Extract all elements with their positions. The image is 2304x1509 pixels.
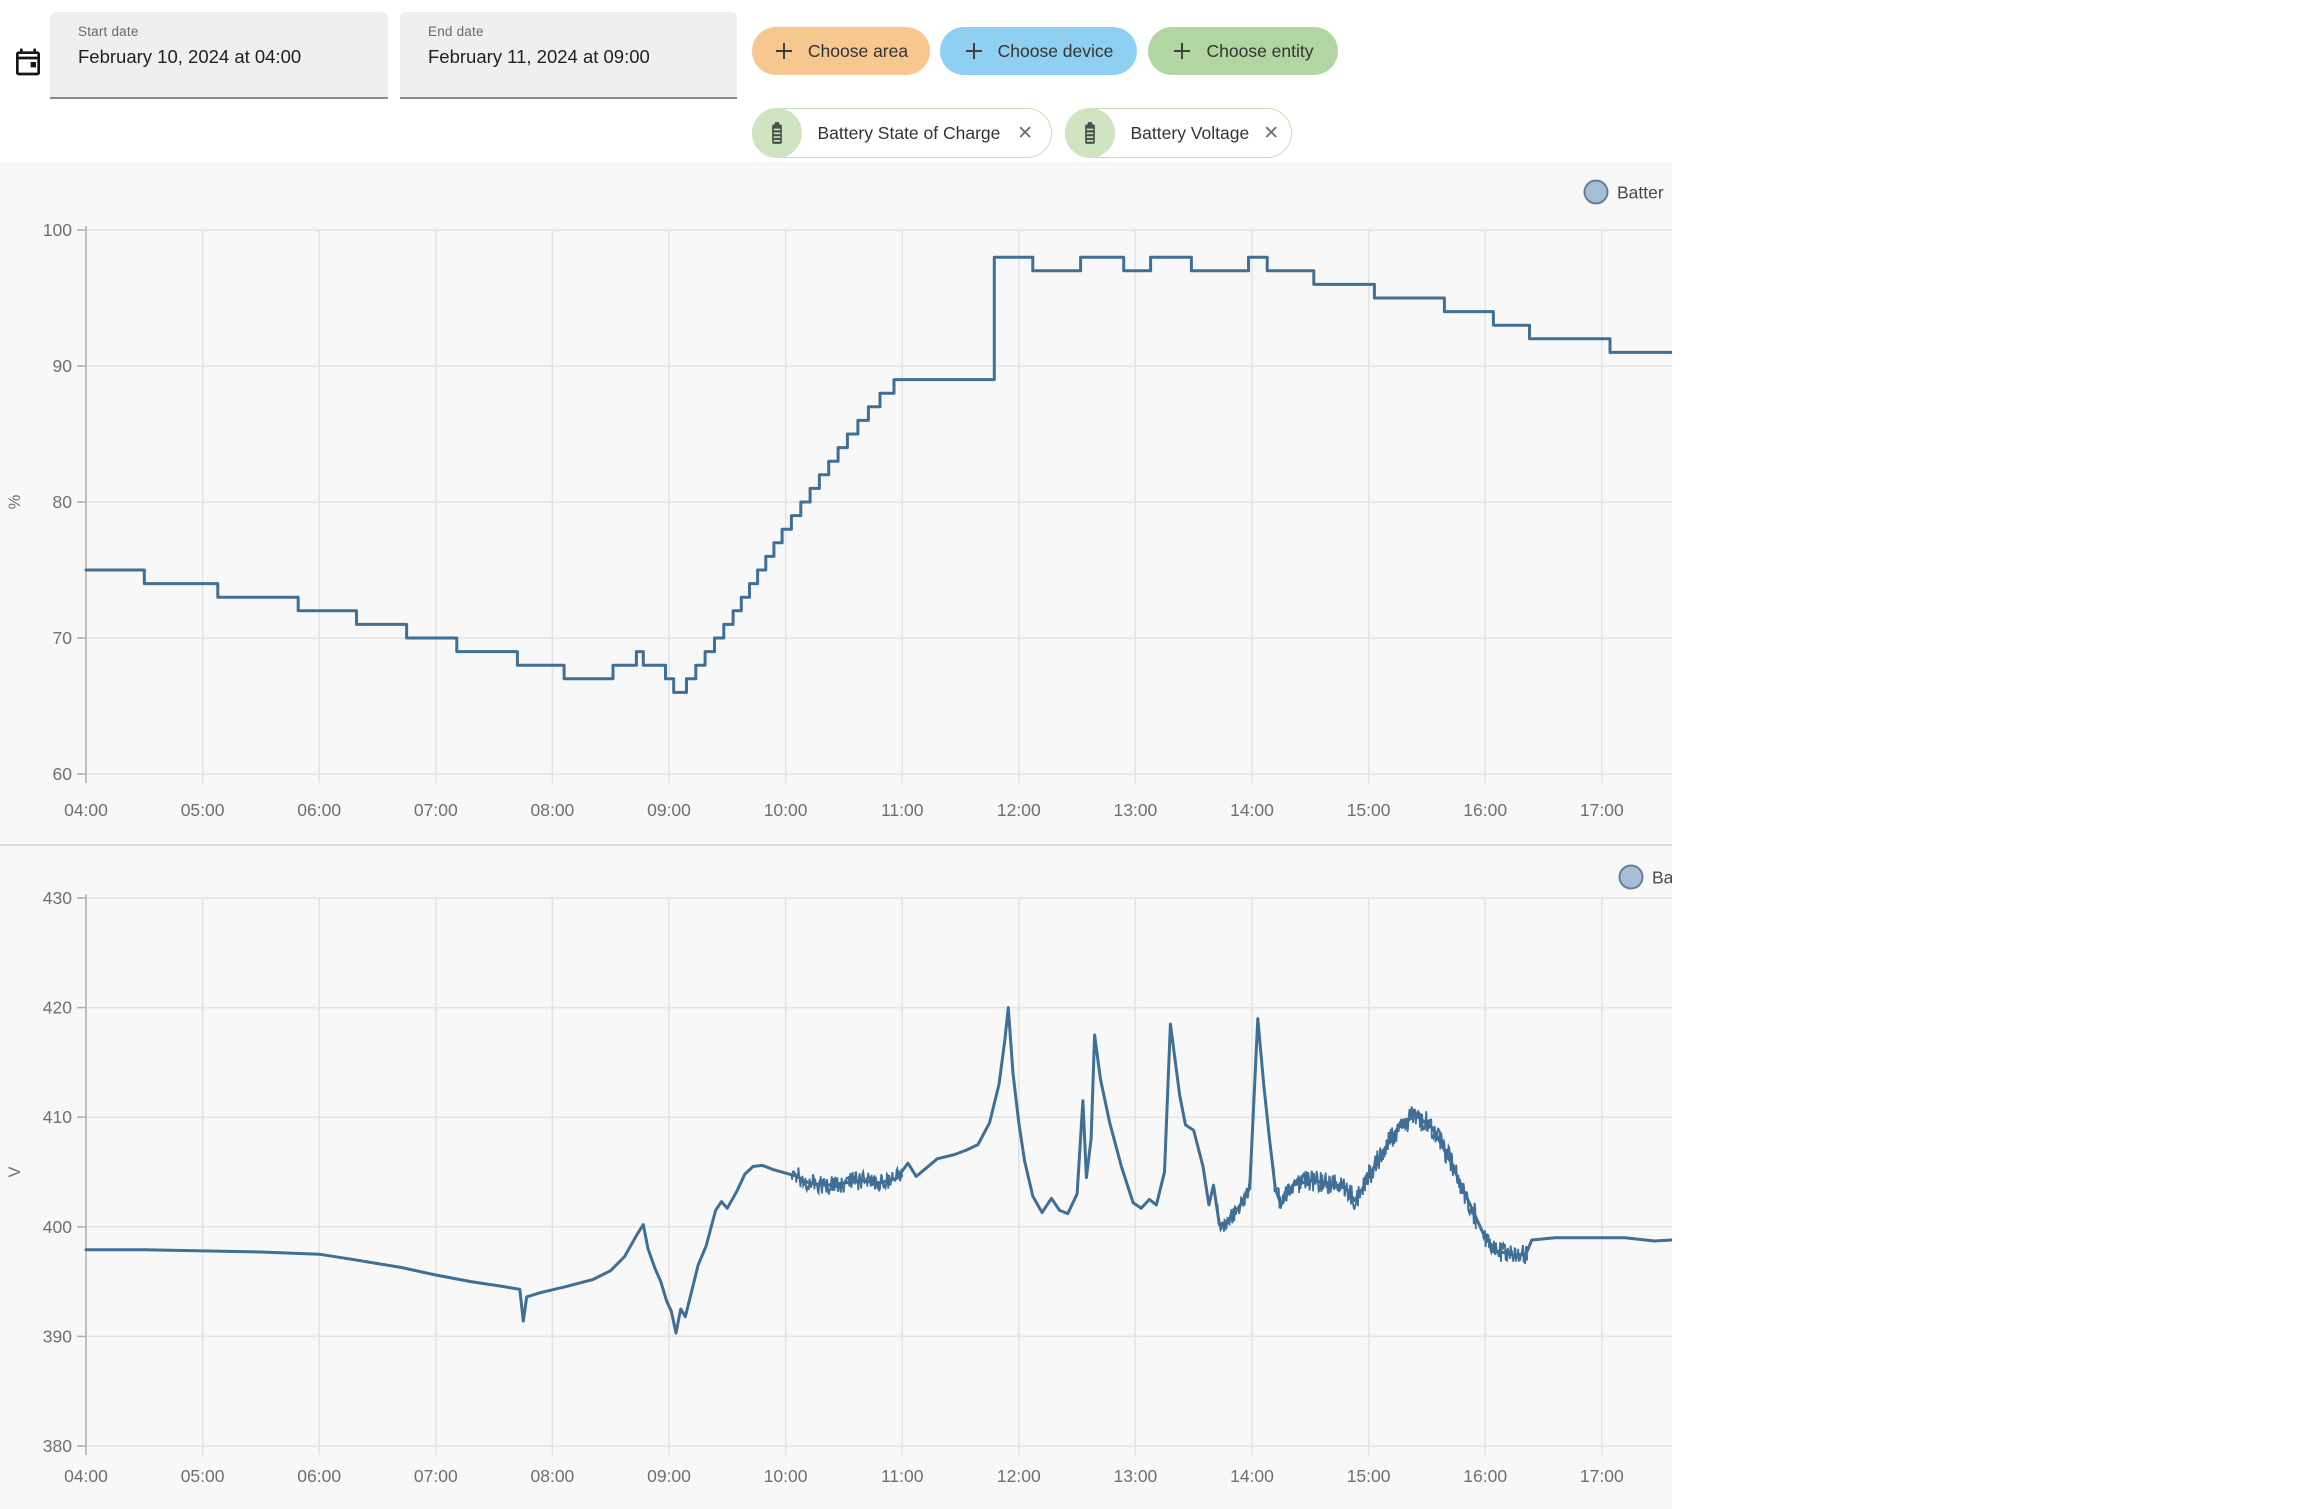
entity-chip-battery-state-of-charge[interactable]: Battery State of Charge ✕ [751,108,1052,158]
xtick-label: 13:00 [1114,1466,1158,1486]
y-axis-unit: % [6,494,24,509]
choose-device-label: Choose device [997,40,1114,61]
xtick-label: 13:00 [1114,800,1158,820]
xtick-label: 15:00 [1347,800,1391,820]
charts-canvas: 100 90 80 70 60 04:00 05:00 06:00 07:00 08:00 09:0… [0,162,1673,1509]
xtick-label: 08:00 [531,800,575,820]
end-date-value: February 11, 2024 at 09:00 [428,46,650,67]
xtick-label: 16:00 [1463,800,1507,820]
ytick-label: 60 [53,764,73,784]
legend-label: Ba [1652,868,1672,888]
plus-icon [774,41,794,61]
choose-entity-button[interactable]: Choose entity [1148,27,1338,75]
xtick-label: 17:00 [1580,800,1624,820]
xtick-label: 04:00 [64,800,108,820]
series-noise-band [1270,1158,1364,1210]
chart-cards-background [0,162,1672,1509]
xtick-label: 14:00 [1230,1466,1274,1486]
end-date-label: End date [428,24,484,39]
ytick-label: 420 [43,998,72,1018]
ytick-label: 410 [43,1107,72,1127]
legend-marker [1583,179,1609,205]
xtick-label: 17:00 [1580,1466,1624,1486]
calendar-icon [12,46,44,83]
xtick-label: 07:00 [414,800,458,820]
ytick-label: 400 [43,1217,72,1237]
choose-device-button[interactable]: Choose device [940,27,1137,75]
choose-area-button[interactable]: Choose area [752,27,930,75]
plus-icon [964,41,984,61]
legend-item-0[interactable]: Batter [1583,179,1664,205]
choose-entity-label: Choose entity [1206,40,1314,61]
xtick-label: 10:00 [764,800,808,820]
end-date-field[interactable]: End date February 11, 2024 at 09:00 [400,12,737,99]
xtick-label: 15:00 [1347,1466,1391,1486]
start-date-field[interactable]: Start date February 10, 2024 at 04:00 [50,12,388,99]
ytick-label: 100 [43,220,72,240]
ytick-label: 80 [53,492,73,512]
xtick-label: 12:00 [997,1466,1041,1486]
ytick-label: 430 [43,888,72,908]
series-noise-band [790,1165,904,1197]
xtick-label: 09:00 [647,800,691,820]
start-date-value: February 10, 2024 at 04:00 [78,46,302,67]
xtick-label: 06:00 [297,1466,341,1486]
xtick-label: 06:00 [297,800,341,820]
battery-icon [1064,108,1115,158]
ytick-label: 90 [53,356,73,376]
plus-icon [1172,41,1192,61]
xtick-label: 04:00 [64,1466,108,1486]
legend-label: Batter [1617,183,1664,203]
ytick-label: 390 [43,1326,72,1346]
xtick-label: 14:00 [1230,800,1274,820]
xtick-label: 10:00 [764,1466,808,1486]
entity-chip-label: Battery Voltage [1130,122,1250,143]
xtick-label: 08:00 [531,1466,575,1486]
choose-area-label: Choose area [807,40,909,61]
xtick-label: 05:00 [181,1466,225,1486]
close-icon[interactable]: ✕ [1263,122,1280,144]
ytick-label: 70 [53,628,73,648]
xtick-label: 09:00 [647,1466,691,1486]
series-line-battery-state-of-charge[interactable] [84,255,1672,694]
xtick-label: 16:00 [1463,1466,1507,1486]
series-noise-band [1216,1096,1256,1233]
entity-chip-label: Battery State of Charge [817,122,1001,143]
xtick-label: 07:00 [414,1466,458,1486]
legend-item-1[interactable]: Ba [1618,864,1673,890]
start-date-label: Start date [78,24,139,39]
toolbar: Start date February 10, 2024 at 04:00 En… [0,0,1672,160]
close-icon[interactable]: ✕ [1017,122,1033,144]
legend-marker [1618,864,1644,890]
y-axis-unit: V [6,1166,24,1177]
xtick-label: 12:00 [997,800,1041,820]
xtick-label: 11:00 [881,1466,924,1486]
series-noise-band [1482,1230,1529,1265]
xtick-label: 11:00 [881,800,924,820]
xtick-label: 05:00 [181,800,225,820]
battery-icon [751,108,802,158]
ytick-label: 380 [43,1436,72,1456]
chart-0: 100 90 80 70 60 04:00 05:00 06:00 07:00 08:00 09:0… [6,179,1672,820]
chart-1: 430 420 410 400 390 380 04:00 05:00 06:00 07:00 08… [6,864,1673,1486]
entity-chip-battery-voltage[interactable]: Battery Voltage ✕ [1064,108,1292,158]
series-noise-band [1361,1106,1477,1230]
